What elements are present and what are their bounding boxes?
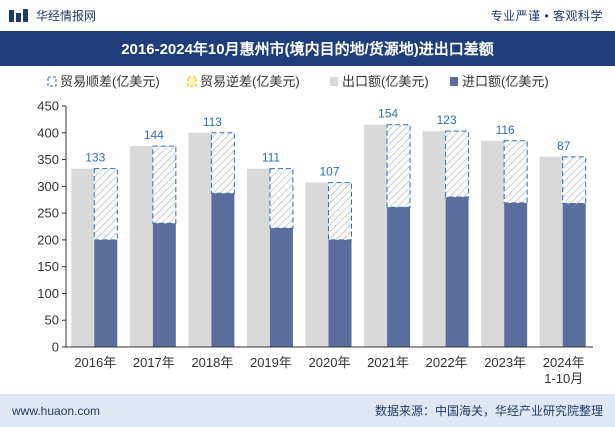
y-tick-label: 300 — [37, 179, 59, 194]
chart-title-bar: 2016-2024年10月惠州市(境内目的地/货源地)进出口差额 — [0, 31, 615, 66]
top-bar: 华经情报网 专业严谨 • 客观科学 — [0, 0, 615, 31]
y-tick-label: 100 — [37, 286, 59, 301]
y-tick-label: 450 — [37, 99, 59, 114]
surplus-data-label: 87 — [557, 139, 571, 153]
y-tick-label: 50 — [45, 313, 59, 328]
y-tick-label: 350 — [37, 152, 59, 167]
import-bar — [211, 193, 235, 347]
surplus-data-label: 154 — [378, 107, 398, 121]
surplus-bar — [269, 168, 294, 229]
legend-label: 出口额(亿美元) — [342, 74, 429, 89]
slogan: 专业严谨 • 客观科学 — [490, 9, 603, 23]
import-bar — [328, 239, 352, 347]
surplus-bar — [93, 168, 118, 241]
x-axis: 2016年 2017年 2018年 2019年 2020年 2021年 2022年 2023年… — [66, 346, 593, 386]
x-tick-label: 2019年 — [250, 355, 292, 370]
x-tick-label: 2016年 — [74, 355, 116, 370]
y-tick-label: 250 — [37, 206, 59, 221]
surplus-bar — [562, 156, 587, 204]
y-tick-label: 400 — [37, 125, 59, 140]
y-tick-label: 0 — [52, 340, 59, 355]
x-tick-label: 2018年 — [191, 355, 233, 370]
x-tick-label: 2024年 1-10月 — [543, 355, 585, 386]
legend-label: 贸易顺差(亿美元) — [60, 74, 160, 89]
surplus-data-label: 144 — [144, 128, 164, 142]
y-tick-label: 200 — [37, 232, 59, 247]
export-bar — [129, 146, 153, 347]
x-tick-label: 2017年 — [133, 355, 175, 370]
legend-swatch — [330, 77, 338, 86]
bars: 133 144 113 111 107 154 123 116 87 — [71, 107, 587, 347]
export-bar — [481, 140, 505, 347]
y-tick-label: 150 — [37, 259, 59, 274]
legend-swatch — [187, 76, 197, 87]
export-bar — [71, 168, 95, 347]
legend-label: 贸易逆差(亿美元) — [200, 74, 300, 89]
legend-swatch — [450, 77, 458, 86]
export-bar — [364, 124, 388, 347]
brand: 华经情报网 — [0, 7, 96, 24]
import-bar — [152, 223, 176, 347]
chart-title: 2016-2024年10月惠州市(境内目的地/货源地)进出口差额 — [121, 41, 494, 58]
export-bar — [539, 156, 563, 347]
import-bar — [562, 203, 586, 347]
x-tick-label: 2020年 — [309, 355, 351, 370]
surplus-data-label: 133 — [85, 151, 105, 165]
y-axis: 0 50 100 150 200 250 300 350 400 450 — [37, 99, 67, 355]
surplus-data-label: 111 — [262, 151, 281, 165]
x-tick-label: 2022年 — [426, 355, 468, 370]
legend-label: 进口额(亿美元) — [462, 74, 549, 89]
export-bar — [305, 182, 329, 347]
footer: www.huaon.com 数据来源：中国海关，华经产业研究院整理 — [0, 394, 615, 427]
surplus-bar — [328, 182, 352, 241]
surplus-bar — [503, 140, 528, 204]
chart-area: 贸易顺差(亿美元) 贸易逆差(亿美元) 出口额(亿美元) 进口额(亿美元) 0 50 10… — [37, 74, 593, 386]
export-bar — [188, 132, 212, 347]
surplus-bar — [386, 124, 411, 208]
x-tick-label: 2023年 — [484, 355, 526, 370]
surplus-bar — [152, 145, 177, 224]
surplus-data-label: 116 — [496, 123, 515, 137]
export-bar — [246, 168, 270, 347]
import-bar — [445, 197, 469, 347]
surplus-data-label: 107 — [319, 165, 339, 179]
x-tick-label: 2021年 — [367, 355, 409, 370]
import-bar — [387, 207, 411, 347]
legend-swatch — [47, 76, 57, 87]
surplus-bar — [445, 130, 470, 198]
export-bar — [422, 131, 446, 347]
surplus-data-label: 113 — [203, 115, 222, 129]
legend: 贸易顺差(亿美元) 贸易逆差(亿美元) 出口额(亿美元) 进口额(亿美元) — [47, 74, 549, 89]
surplus-bar — [210, 132, 235, 194]
surplus-data-label: 123 — [437, 113, 457, 127]
import-bar — [269, 228, 293, 347]
footer-website: www.huaon.com — [12, 403, 101, 418]
footer-source: 数据来源：中国海关，华经产业研究院整理 — [374, 404, 603, 418]
brand-name: 华经情报网 — [36, 9, 97, 23]
brand-logo-icon — [9, 8, 28, 22]
import-bar — [94, 239, 118, 347]
import-bar — [504, 202, 528, 347]
